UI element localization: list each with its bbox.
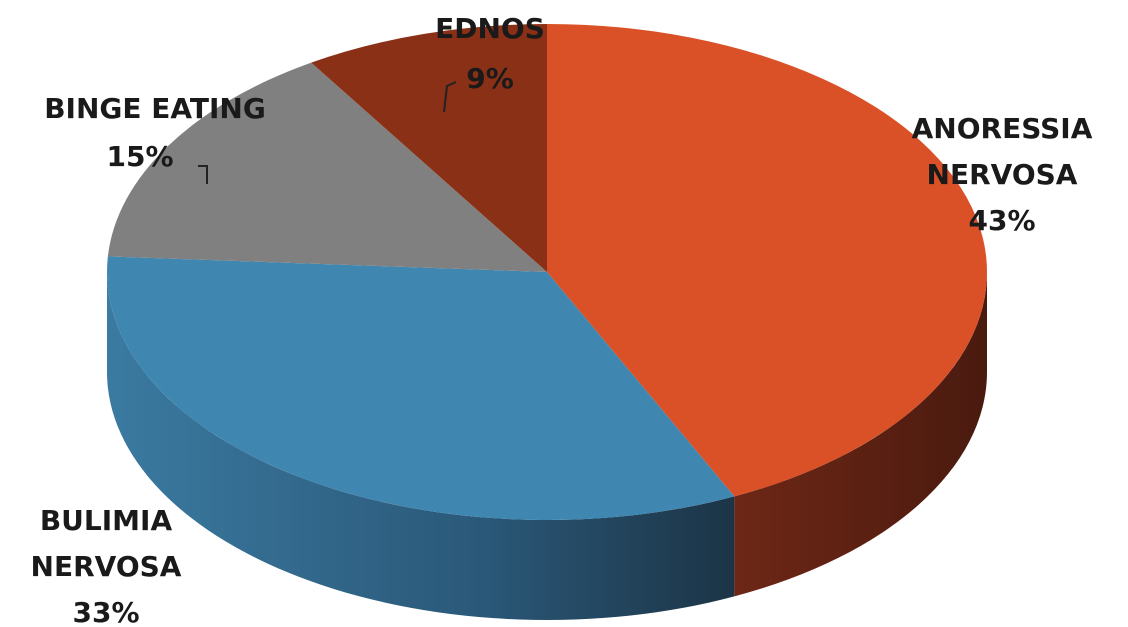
pie-category-label: ANORESSIA: [912, 112, 1093, 145]
pie-label-anoressia-nervosa: ANORESSIA NERVOSA 43%: [912, 112, 1093, 237]
pie-category-label: NERVOSA: [31, 550, 182, 583]
pie-category-label: EDNOS: [435, 12, 545, 45]
pie-category-label: NERVOSA: [927, 158, 1078, 191]
pie-value-label: 43%: [968, 204, 1035, 237]
pie-category-label: BINGE EATING: [44, 92, 266, 125]
pie-value-label: 33%: [72, 596, 139, 627]
pie-tops: [106, 24, 987, 520]
pie-side-anoressia-nervosa: [734, 272, 987, 597]
pie-slice-binge-eating: [107, 62, 548, 272]
pie-label-bulimia-nervosa: BULIMIA NERVOSA 33%: [31, 504, 182, 627]
pie-value-label: 15%: [106, 140, 173, 173]
pie-label-binge-eating: BINGE EATING 15%: [44, 92, 266, 173]
pie-slice-bulimia-nervosa: [106, 256, 735, 520]
pie-leader-lines: [198, 81, 457, 184]
pie-sides: [107, 272, 987, 620]
pie-side-bulimia-nervosa: [107, 272, 735, 620]
leader-line-ednos: [443, 81, 457, 113]
pie-slice-ednos: [311, 24, 547, 272]
leader-line-binge-eating: [198, 165, 208, 184]
pie-slice-anoressia-nervosa: [547, 24, 987, 497]
pie-label-ednos: EDNOS 9%: [435, 12, 545, 95]
pie-value-label: 9%: [466, 62, 514, 95]
pie-labels: ANORESSIA NERVOSA 43% BULIMIA NERVOSA 33% BING…: [31, 12, 1093, 627]
pie-category-label: BULIMIA: [40, 504, 173, 537]
